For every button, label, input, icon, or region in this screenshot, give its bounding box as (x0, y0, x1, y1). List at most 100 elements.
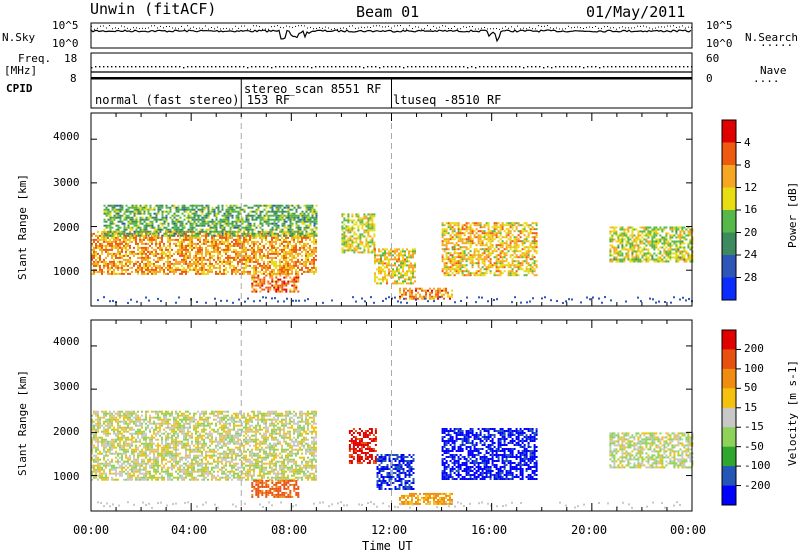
heatmap-cell (199, 232, 201, 235)
heatmap-cell (465, 230, 468, 233)
heatmap-cell (410, 272, 412, 275)
heatmap-cell (380, 268, 382, 271)
heatmap-cell (243, 226, 246, 229)
heatmap-cell (386, 264, 388, 267)
heatmap-cell (461, 270, 464, 273)
heatmap-cell (404, 278, 406, 281)
heatmap-cell (255, 268, 257, 271)
heatmap-cell (675, 254, 678, 257)
heatmap-cell (97, 256, 99, 259)
heatmap-cell (107, 210, 110, 213)
heatmap-cell (227, 244, 229, 247)
ground-scatter-cell (544, 296, 546, 299)
heatmap-cell (505, 224, 508, 227)
heatmap-cell (99, 416, 101, 419)
heatmap-cell (291, 280, 294, 283)
heatmap-cell (301, 220, 304, 223)
heatmap-cell (295, 242, 297, 245)
heatmap-cell (145, 204, 148, 207)
heatmap-cell (237, 236, 239, 239)
heatmap-cell (205, 252, 207, 255)
heatmap-cell (367, 217, 370, 220)
heatmap-cell (227, 262, 229, 265)
heatmap-cell (689, 260, 692, 263)
heatmap-cell (175, 228, 178, 231)
heatmap-cell (257, 278, 260, 281)
heatmap-cell (243, 256, 245, 259)
heatmap-cell (295, 244, 297, 247)
heatmap-cell (117, 212, 120, 215)
heatmap-cell (303, 270, 305, 273)
heatmap-cell (95, 440, 97, 443)
heatmap-cell (659, 250, 662, 253)
heatmap-cell (475, 222, 478, 225)
heatmap-cell (103, 218, 106, 221)
heatmap-cell (275, 272, 277, 275)
heatmap-cell (523, 242, 526, 245)
heatmap-cell (307, 206, 310, 209)
heatmap-cell (631, 244, 634, 247)
heatmap-cell (509, 266, 512, 269)
heatmap-cell (133, 224, 136, 227)
heatmap-cell (185, 230, 188, 233)
heatmap-cell (341, 233, 344, 236)
heatmap-cell (447, 293, 449, 296)
heatmap-cell (425, 293, 427, 296)
heatmap-cell (509, 226, 512, 229)
heatmap-cell (101, 444, 103, 447)
heatmap-cell (119, 246, 121, 249)
heatmap-cell (213, 264, 215, 267)
heatmap-cell (111, 244, 113, 247)
heatmap-cell (469, 228, 472, 231)
heatmap-cell (99, 470, 101, 473)
heatmap-cell (369, 235, 372, 238)
heatmap-cell (197, 208, 200, 211)
heatmap-cell (99, 458, 101, 461)
heatmap-cell (671, 236, 674, 239)
heatmap-cell (651, 256, 654, 259)
heatmap-cell (145, 216, 148, 219)
heatmap-cell (235, 254, 237, 257)
heatmap-cell (281, 268, 283, 271)
heatmap-cell (121, 268, 123, 271)
heatmap-cell (311, 206, 314, 209)
heatmap-cell (165, 204, 168, 207)
heatmap-cell (145, 248, 147, 251)
heatmap-cell (527, 236, 530, 239)
heatmap-cell (227, 210, 230, 213)
heatmap-cell (380, 262, 382, 265)
heatmap-cell (159, 236, 161, 239)
heatmap-cell (207, 208, 210, 211)
heatmap-cell (259, 230, 261, 233)
heatmap-cell (475, 250, 478, 253)
heatmap-cell (285, 216, 288, 219)
power-heatmap (91, 204, 694, 304)
heatmap-cell (99, 246, 101, 249)
heatmap-cell (159, 230, 162, 233)
heatmap-cell (203, 264, 205, 267)
heatmap-cell (421, 297, 423, 300)
heatmap-cell (309, 216, 312, 219)
heatmap-cell (392, 272, 394, 275)
heatmap-cell (173, 258, 175, 261)
heatmap-cell (179, 262, 181, 265)
heatmap-cell (155, 228, 158, 231)
heatmap-cell (410, 250, 412, 253)
heatmap-cell (239, 268, 241, 271)
heatmap-cell (203, 270, 205, 273)
heatmap-cell (467, 240, 470, 243)
heatmap-cell (475, 248, 478, 251)
heatmap-cell (243, 242, 245, 245)
heatmap-cell (609, 252, 612, 255)
heatmap-cell (459, 254, 462, 257)
heatmap-cell (107, 262, 109, 265)
heatmap-cell (529, 268, 532, 271)
heatmap-cell (611, 254, 614, 257)
heatmap-cell (269, 264, 271, 267)
heatmap-cell (183, 266, 185, 269)
heatmap-cell (491, 230, 494, 233)
heatmap-cell (374, 272, 376, 275)
heatmap-cell (509, 222, 512, 225)
heatmap-cell (457, 234, 460, 237)
heatmap-cell (165, 226, 168, 229)
